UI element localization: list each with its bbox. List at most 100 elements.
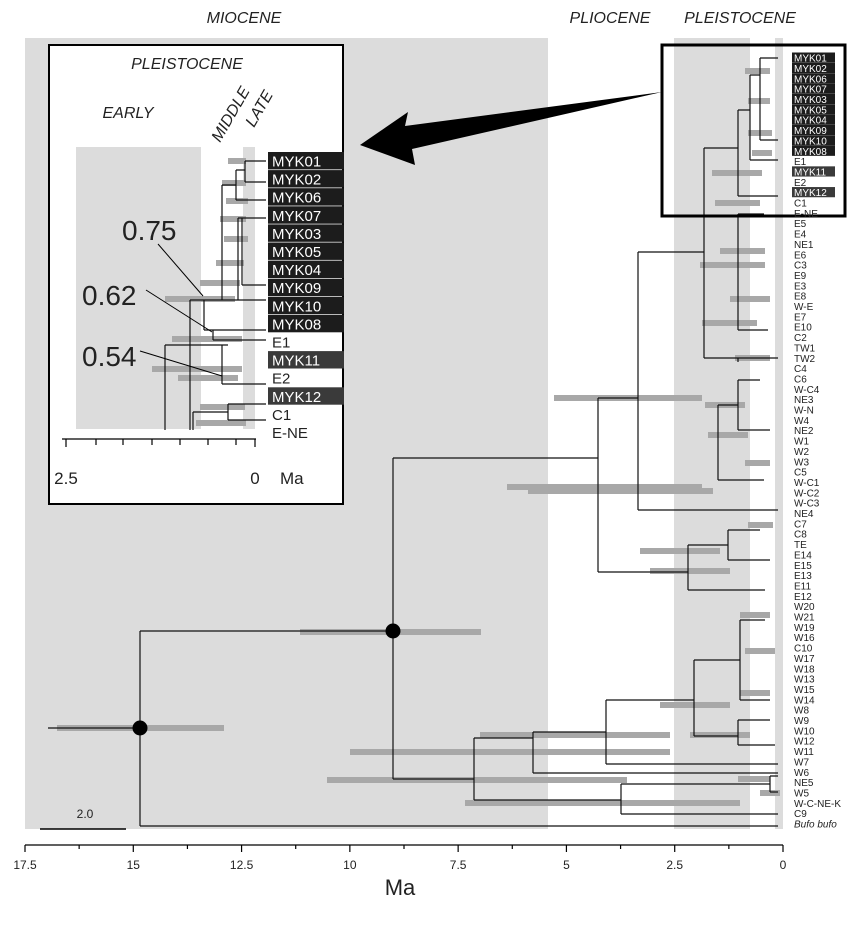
inset-branch — [237, 217, 266, 301]
inset-tip-highlight — [268, 170, 344, 188]
tip-label: NE5 — [794, 778, 814, 789]
ci-bar — [702, 320, 757, 326]
inset-tip-label: E2 — [272, 371, 290, 388]
tip-highlight — [792, 73, 835, 84]
ci-bar — [712, 170, 762, 176]
calibration-node-9 — [385, 623, 401, 639]
tip-label: W9 — [794, 716, 809, 727]
tip-label: C2 — [794, 333, 807, 344]
tip-label: E-NE — [794, 209, 818, 220]
tip-label: MYK07 — [794, 85, 827, 96]
ci-bar — [700, 262, 765, 268]
inset-tip-highlight — [268, 278, 344, 297]
ci-bar — [507, 484, 702, 490]
tip-label: W-C4 — [794, 385, 820, 396]
branch-node-4 — [597, 397, 688, 573]
tip-label: C1 — [794, 199, 807, 210]
x-tick-label: 10 — [343, 858, 357, 872]
inset-tip-label: MYK12 — [272, 389, 321, 406]
tip-label: E13 — [794, 571, 812, 582]
tip-label: MYK05 — [794, 105, 827, 116]
tip-label: W3 — [794, 457, 809, 468]
inset-tip-highlight — [268, 260, 344, 278]
inset-tip-highlight — [268, 314, 344, 333]
branch-w-sub — [693, 659, 740, 737]
inset-panel: PLEISTOCENE EARLY MIDDLE LATE — [48, 44, 344, 505]
tip-label: C9 — [794, 809, 807, 820]
inset-tip-label: MYK11 — [272, 353, 320, 370]
node-age-075: 0.75 — [122, 215, 177, 246]
miocene-label: MIOCENE — [207, 10, 282, 27]
tip-label: NE1 — [794, 240, 814, 251]
tip-label: C6 — [794, 374, 807, 385]
tip-label: E7 — [794, 312, 807, 323]
ci-bar — [226, 198, 248, 204]
inset-tip-label: MYK07 — [272, 208, 321, 225]
tip-label: MYK10 — [794, 136, 827, 147]
inset-axis-right-label: 0 — [250, 469, 259, 488]
ci-bar — [760, 790, 780, 796]
tip-label: Bufo bufo — [794, 820, 837, 831]
tip-label: W6 — [794, 768, 809, 779]
x-tick-label: 12.5 — [230, 858, 254, 872]
tip-highlight — [792, 145, 835, 156]
branch-myk-clade — [737, 109, 778, 197]
branch-node-7 — [473, 737, 621, 801]
calibration-node-15 — [132, 720, 148, 736]
inset-tip-label: MYK01 — [272, 154, 321, 171]
ci-bar — [196, 420, 246, 426]
inset-tip-label: E-NE — [272, 425, 308, 442]
pliocene-label: PLIOCENE — [570, 10, 651, 27]
inset-branch — [235, 169, 266, 201]
tip-label: C3 — [794, 261, 807, 272]
ci-bar — [152, 366, 242, 372]
inset-tip-highlight — [268, 224, 344, 242]
inset-ci-bars — [152, 158, 248, 426]
x-axis: 17.5 15 12.5 10 7.5 5 2.5 0 — [13, 844, 787, 872]
x-tick-label: 5 — [563, 858, 570, 872]
inset-tip-label: MYK09 — [272, 280, 321, 297]
tip-label: W-C-NE-K — [794, 799, 841, 810]
branch-w-mid — [605, 699, 778, 765]
ci-bar — [740, 690, 770, 696]
ci-bar — [350, 749, 670, 755]
tip-label: MYK03 — [794, 95, 827, 106]
tip-label: C5 — [794, 468, 807, 479]
tip-label: MYK01 — [794, 54, 827, 65]
tip-label: W16 — [794, 633, 815, 644]
inset-tip-label: MYK08 — [272, 316, 321, 333]
ci-bar — [752, 150, 772, 156]
tip-label: W13 — [794, 675, 815, 686]
tip-label: TE — [794, 540, 807, 551]
branch-upper-a — [637, 251, 778, 511]
tip-label: MYK08 — [794, 147, 827, 158]
inset-tip-labels: MYK01MYK02MYK06MYK07MYK03MYK05MYK04MYK09… — [268, 152, 344, 442]
tip-label: E1 — [794, 157, 807, 168]
inset-branch — [241, 217, 266, 286]
callout-054 — [139, 350, 223, 377]
callout-062 — [145, 289, 213, 333]
inset-branch — [227, 403, 266, 421]
x-tick-label: 2.5 — [666, 858, 683, 872]
branch-ne5-inner — [769, 775, 778, 793]
tip-label: C8 — [794, 530, 807, 541]
ci-bar — [220, 216, 246, 222]
ci-bar — [216, 260, 244, 266]
x-tick-label: 15 — [127, 858, 141, 872]
tip-label: E9 — [794, 271, 807, 282]
inset-tip-highlight — [268, 296, 344, 315]
tip-highlight — [792, 166, 835, 177]
tip-label: E11 — [794, 581, 811, 592]
inset-tip-label: MYK06 — [272, 190, 321, 207]
inset-late-band — [243, 147, 255, 429]
ci-bar — [327, 777, 627, 783]
tip-label: W11 — [794, 747, 814, 758]
branch-w-sub2 — [739, 619, 770, 701]
tip-highlight — [792, 104, 835, 115]
tip-label: MYK11 — [794, 167, 826, 178]
ci-bar — [650, 568, 730, 574]
callout-075 — [157, 243, 204, 297]
x-tick-label: 7.5 — [450, 858, 467, 872]
tip-highlight — [792, 52, 835, 63]
tip-label: W8 — [794, 706, 809, 717]
